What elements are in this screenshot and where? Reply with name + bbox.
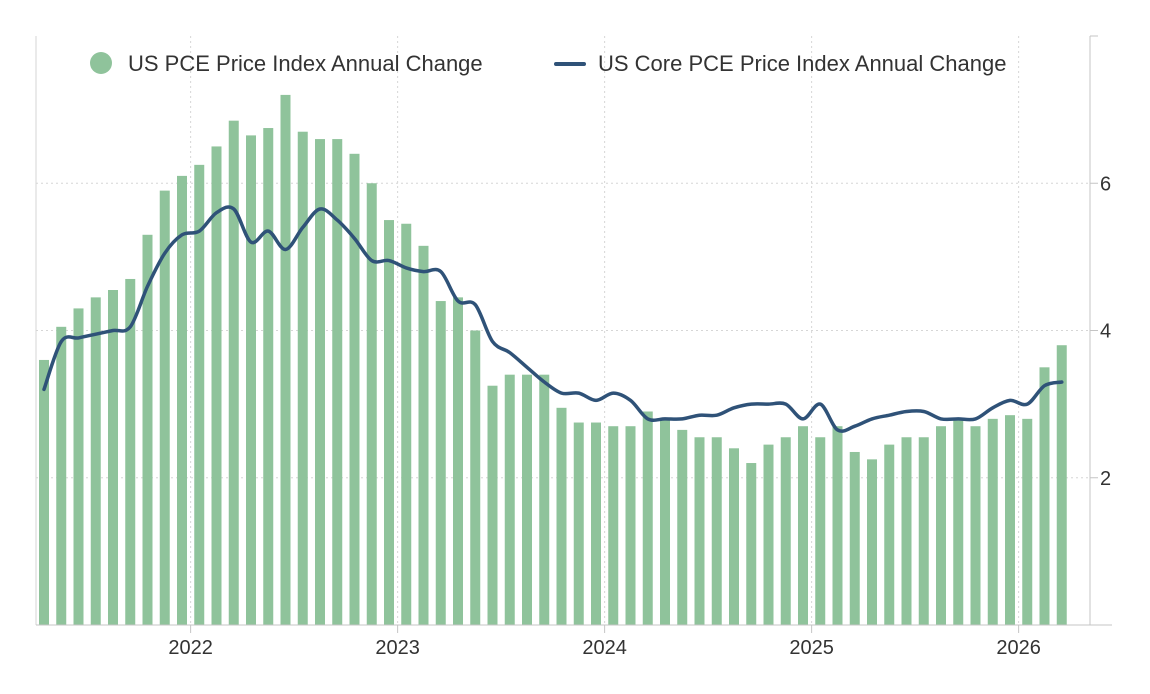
x-tick-label: 2023 [375,637,420,659]
bar[interactable] [884,444,895,625]
legend-item-core-pce[interactable]: US Core PCE Price Index Annual Change [554,51,1006,76]
y-tick-label: 2 [1100,468,1111,490]
bar-series [39,94,1067,626]
bar[interactable] [936,426,946,625]
bar[interactable] [608,426,619,625]
bar[interactable] [504,374,515,625]
bar[interactable] [108,290,118,625]
bar[interactable] [228,120,239,625]
bar[interactable] [418,245,429,626]
bar[interactable] [763,444,774,625]
bar[interactable] [918,437,929,625]
x-tick-label: 2024 [582,637,627,659]
bar[interactable] [591,422,601,625]
bar[interactable] [39,359,49,625]
bar[interactable] [539,374,550,625]
bar[interactable] [729,448,739,625]
bar[interactable] [694,437,705,625]
bar[interactable] [780,437,791,625]
bar[interactable] [246,135,256,626]
bar[interactable] [349,153,360,626]
bar[interactable] [332,139,343,625]
bar[interactable] [159,190,170,626]
legend-label-core-pce: US Core PCE Price Index Annual Change [598,51,1006,76]
bar[interactable] [642,411,653,625]
y-tick-label: 6 [1100,173,1111,195]
bar[interactable] [366,183,377,625]
bar[interactable] [263,128,274,625]
bar[interactable] [815,437,826,625]
bar[interactable] [1022,418,1033,625]
bar[interactable] [746,463,757,625]
legend-label-pce: US PCE Price Index Annual Change [128,51,483,76]
bar[interactable] [90,297,101,625]
bar[interactable] [401,223,412,625]
bar[interactable] [556,407,567,625]
bar[interactable] [625,426,636,625]
bar[interactable] [1056,345,1067,625]
bar[interactable] [56,326,67,625]
bar[interactable] [798,426,808,625]
bar[interactable] [1039,367,1050,625]
bar[interactable] [280,94,291,625]
bar[interactable] [953,418,964,625]
bar[interactable] [867,459,877,625]
bar[interactable] [849,451,860,625]
bar[interactable] [711,437,722,625]
y-tick-label: 4 [1100,321,1111,343]
x-tick-label: 2026 [996,637,1041,659]
bar[interactable] [125,278,136,625]
bar[interactable] [660,418,670,625]
bar[interactable] [677,429,688,625]
bar[interactable] [487,385,498,625]
bar[interactable] [384,220,394,625]
bar[interactable] [453,297,463,625]
bar[interactable] [987,418,998,625]
line-series [42,205,1064,433]
x-tick-label: 2022 [168,637,213,659]
bar[interactable] [1005,415,1015,625]
legend-item-pce[interactable]: US PCE Price Index Annual Change [90,51,483,76]
bar[interactable] [970,426,981,625]
bar[interactable] [470,330,481,626]
legend-marker-pce [90,52,112,74]
bar[interactable] [435,301,446,625]
core-pce-line[interactable] [42,205,1064,433]
legend: US PCE Price Index Annual Change US Core… [90,51,1006,76]
bar[interactable] [142,234,153,625]
x-tick-label: 2025 [789,637,834,659]
bar[interactable] [297,131,308,625]
bar[interactable] [73,308,84,625]
bar[interactable] [832,426,843,625]
bar[interactable] [211,146,222,625]
bar[interactable] [177,175,187,625]
bar[interactable] [315,139,325,625]
bar[interactable] [194,164,205,625]
bar[interactable] [901,437,912,625]
bar[interactable] [573,422,584,625]
bar[interactable] [522,374,532,625]
axes: 2 4 6 2022 2023 2024 2025 2026 [35,35,1112,659]
